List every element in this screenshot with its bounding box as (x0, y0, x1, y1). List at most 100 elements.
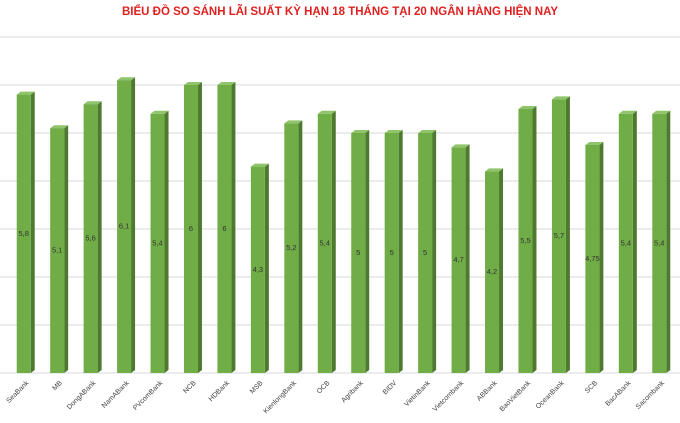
bar-side (565, 96, 570, 374)
bar (384, 133, 399, 373)
data-label: 5,5 (520, 236, 530, 245)
bar-side (264, 163, 269, 373)
bar-top (150, 110, 169, 114)
bar-side (365, 130, 370, 373)
data-label: 5,4 (152, 238, 162, 247)
bar (518, 109, 533, 373)
bar-side (197, 82, 202, 373)
x-tick-label: DongABank (66, 379, 98, 411)
bar (652, 113, 667, 374)
x-tick-label: SCB (584, 380, 599, 395)
x-tick-label: OceanBank (535, 379, 566, 410)
x-tick-label: BaoVietBank (499, 379, 533, 413)
data-label: 5 (423, 248, 427, 257)
bar (150, 113, 165, 374)
bar-top (451, 144, 470, 148)
bar-side (164, 110, 169, 374)
bar-side (499, 168, 504, 373)
data-label: 4,2 (487, 267, 497, 276)
bar-side (666, 110, 671, 374)
chart-title: BIỂU ĐỒ SO SÁNH LÃI SUẤT KỲ HẠN 18 THÁNG… (122, 5, 558, 18)
bar-side (30, 91, 35, 373)
bar-top (16, 91, 35, 95)
x-tick-label: PVcomBank (132, 379, 165, 412)
data-label: 4,7 (453, 255, 463, 264)
bar-top (351, 130, 370, 133)
x-tick-label: VietinBank (403, 379, 432, 408)
data-label: 5,4 (621, 238, 631, 247)
bar (83, 104, 98, 373)
x-tick-label: NCB (182, 380, 198, 396)
bar-side (298, 120, 303, 374)
bar-side (64, 125, 69, 373)
x-tick-label: Agribank (340, 379, 365, 404)
x-tick-label: MSB (249, 380, 265, 396)
x-tick-label: Vietcombank (432, 379, 466, 413)
bar (317, 113, 332, 374)
bar-top (618, 110, 637, 114)
data-label: 5,1 (52, 246, 62, 255)
bar-side (432, 130, 437, 373)
bar-side (331, 110, 336, 374)
bar-top (652, 110, 671, 114)
bar-side (398, 130, 403, 373)
data-label: 5,7 (554, 231, 564, 240)
bar (50, 128, 65, 373)
x-tick-label: Sacombank (635, 379, 666, 410)
data-label: 6 (222, 224, 226, 233)
bar-top (83, 101, 102, 105)
bar-top (183, 82, 202, 85)
x-tick-label: BacABank (604, 379, 632, 407)
bar-top (551, 96, 570, 100)
bar-top (585, 142, 604, 145)
data-label: 5 (390, 248, 394, 257)
data-label: 6 (189, 224, 193, 233)
data-label: 6,1 (119, 222, 129, 231)
bar-top (418, 130, 437, 133)
bar (351, 133, 366, 373)
bar (284, 123, 299, 374)
data-label: 5,4 (654, 238, 664, 247)
bar-side (97, 101, 102, 373)
bar-side (231, 82, 236, 373)
bar-top (317, 110, 336, 114)
bar-side (532, 106, 537, 373)
bar-side (131, 77, 136, 373)
data-label: 4,3 (253, 265, 263, 274)
bar-top (485, 168, 504, 172)
bar-side (632, 110, 637, 374)
bar (250, 166, 265, 373)
bar-top (384, 130, 403, 133)
x-tick-label: BIDV (382, 380, 399, 397)
bar-top (284, 120, 303, 124)
x-tick-label: MB (52, 380, 65, 393)
data-label: 5,8 (19, 229, 29, 238)
x-tick-label: SeaBank (5, 379, 30, 404)
data-label: 5,4 (320, 238, 330, 247)
bar (16, 94, 31, 373)
data-label: 5,6 (85, 234, 95, 243)
x-tick-label: HDBank (208, 379, 232, 403)
bar-top (250, 163, 269, 167)
bar (618, 113, 633, 374)
bar (485, 171, 500, 373)
bar (183, 85, 198, 373)
x-tick-label: NamABank (101, 379, 131, 409)
bar (418, 133, 433, 373)
bar (551, 99, 566, 374)
bar-top (217, 82, 236, 85)
x-tick-label: ABBank (476, 379, 499, 402)
bar-side (599, 142, 604, 373)
data-label: 4,75 (585, 254, 600, 263)
bar-side (465, 144, 470, 373)
bar-top (518, 106, 537, 109)
data-label: 5,2 (286, 243, 296, 252)
bar (451, 147, 466, 373)
bar-top (117, 77, 136, 81)
data-label: 5 (356, 248, 360, 257)
x-tick-label: KienlongBank (263, 379, 299, 415)
bar (117, 80, 132, 373)
bar (217, 85, 232, 373)
bar-top (50, 125, 69, 129)
